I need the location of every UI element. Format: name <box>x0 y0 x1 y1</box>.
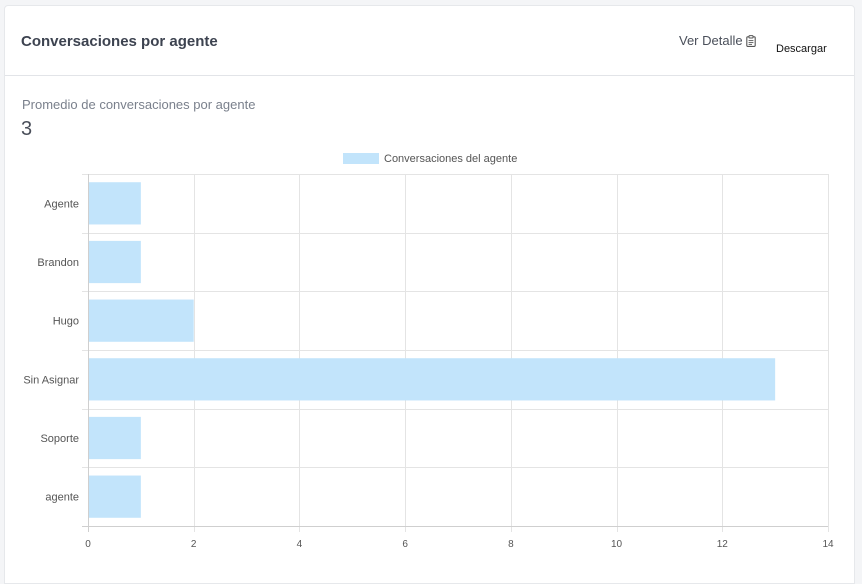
x-tick-label: 2 <box>191 539 197 550</box>
bar-hugo <box>89 299 194 342</box>
chart-card: Conversaciones por agente Ver Detalle De… <box>4 5 855 584</box>
ver-detalle-link[interactable]: Ver Detalle <box>679 33 756 48</box>
legend-swatch <box>343 153 379 164</box>
average-label: Promedio de conversaciones por agente <box>22 97 256 112</box>
x-tick-label: 12 <box>717 539 729 550</box>
bar-agente <box>89 475 141 518</box>
category-label: Brandon <box>37 257 79 269</box>
average-value: 3 <box>21 118 33 140</box>
bar-sin-asignar <box>89 358 776 401</box>
download-button[interactable]: Descargar <box>776 43 827 55</box>
clipboard-icon <box>745 34 756 47</box>
bar-soporte <box>89 416 141 460</box>
legend-label: Conversaciones del agente <box>384 153 517 165</box>
x-tick-label: 4 <box>297 539 303 550</box>
card-header: Conversaciones por agente Ver Detalle De… <box>5 6 854 76</box>
card-title: Conversaciones por agente <box>21 33 218 50</box>
bar-brandon <box>89 240 141 284</box>
ver-detalle-label: Ver Detalle <box>679 33 743 48</box>
category-label: Hugo <box>53 316 79 328</box>
x-tick-label: 6 <box>402 539 408 550</box>
x-tick-label: 8 <box>508 539 514 550</box>
bar-agente <box>89 182 141 225</box>
category-label: Soporte <box>40 433 79 445</box>
category-label: Sin Asignar <box>23 374 79 386</box>
x-tick-label: 0 <box>85 539 91 550</box>
x-tick-label: 10 <box>611 539 623 550</box>
category-label: Agente <box>44 198 79 210</box>
x-tick-label: 14 <box>822 539 834 550</box>
category-label: agente <box>45 492 79 504</box>
